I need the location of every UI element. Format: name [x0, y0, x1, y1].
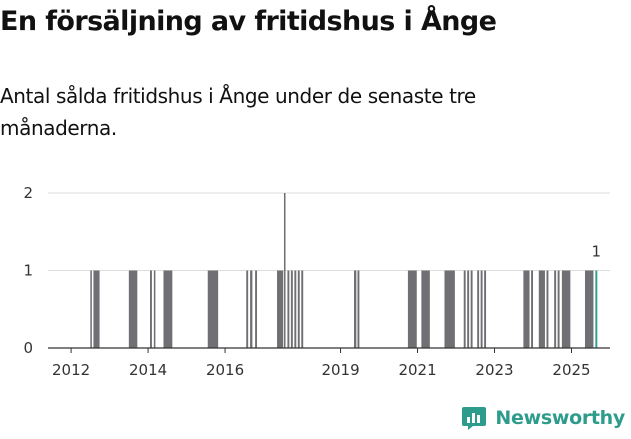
- x-tick-label: 2014: [129, 361, 167, 379]
- y-tick-label: 0: [23, 339, 33, 357]
- bar: [561, 270, 571, 348]
- bars: [90, 193, 598, 348]
- y-axis: 0 1 2: [23, 184, 33, 357]
- highlight-bar: [595, 270, 598, 348]
- x-tick-label: 2012: [52, 361, 90, 379]
- bar: [357, 270, 360, 348]
- bar: [128, 270, 138, 348]
- bar: [255, 270, 258, 348]
- bar: [538, 270, 545, 348]
- brand: Newsworthy: [461, 403, 625, 433]
- bar: [250, 270, 253, 348]
- bar: [484, 270, 487, 348]
- bar: [463, 270, 466, 348]
- newsworthy-logo-icon: [462, 407, 487, 430]
- bar: [297, 270, 300, 348]
- bar: [531, 270, 534, 348]
- bar: [287, 270, 290, 348]
- bar: [150, 270, 152, 348]
- bar: [277, 270, 284, 348]
- bar: [294, 270, 297, 348]
- x-tick-label: 2023: [475, 361, 513, 379]
- brand-name: Newsworthy: [495, 407, 625, 429]
- x-tick-label: 2025: [552, 361, 590, 379]
- bar: [290, 270, 293, 348]
- x-axis: 2012 2014 2016 2019 2021 2023 2025: [48, 347, 610, 379]
- chart-title: En försäljning av fritidshus i Ånge: [0, 6, 497, 37]
- bar: [283, 193, 286, 348]
- bar: [421, 270, 430, 348]
- y-tick-label: 1: [23, 262, 33, 280]
- x-tick-label: 2021: [398, 361, 436, 379]
- bar: [407, 270, 417, 348]
- bar: [444, 270, 455, 348]
- bar: [467, 270, 470, 348]
- bar: [90, 270, 92, 348]
- bar: [554, 270, 557, 348]
- x-tick-label: 2019: [321, 361, 359, 379]
- chart-subtitle: Antal sålda fritidshus i Ånge under de s…: [0, 84, 476, 140]
- bar: [207, 270, 219, 348]
- bar: [246, 270, 249, 348]
- bar: [153, 270, 156, 348]
- gridlines: [48, 192, 610, 271]
- bar: [546, 270, 549, 348]
- bar: [470, 270, 473, 348]
- bar: [584, 270, 594, 348]
- bar: [93, 270, 100, 348]
- data-label: 1: [592, 243, 602, 261]
- bar: [163, 270, 173, 348]
- bar: [477, 270, 480, 348]
- bar: [301, 270, 304, 348]
- bar: [557, 270, 560, 348]
- bar: [523, 270, 530, 348]
- bar: [354, 270, 357, 348]
- x-tick-label: 2016: [206, 361, 244, 379]
- y-tick-label: 2: [23, 184, 33, 202]
- bar: [480, 270, 483, 348]
- data-labels: 1: [592, 243, 602, 261]
